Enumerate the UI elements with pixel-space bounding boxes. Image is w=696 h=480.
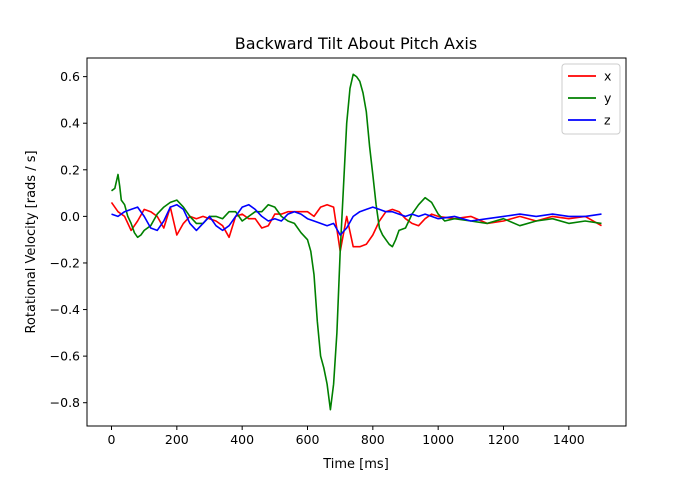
series-line-y (111, 73, 602, 411)
x-axis-label: Time [ms] (322, 457, 389, 472)
x-tick-label: 0 (108, 432, 116, 447)
legend-box (561, 63, 621, 135)
y-tick-label: −0.4 (50, 302, 80, 317)
y-tick-label: −0.6 (50, 349, 80, 364)
x-tick-label: 800 (361, 432, 385, 447)
x-tick-label: 1000 (422, 432, 454, 447)
series-line-x (110, 201, 602, 253)
legend-label-x: x (604, 69, 611, 84)
plot-area-frame (86, 57, 627, 427)
x-tick-label: 400 (230, 432, 254, 447)
y-axis: −0.8 −0.6 −0.4 −0.2 0.0 0.2 0.4 0.6 (50, 69, 87, 410)
series-line-z (111, 203, 602, 236)
y-tick-label: 0.0 (60, 209, 80, 224)
x-tick-label: 1400 (553, 432, 585, 447)
legend-label-y: y (604, 91, 612, 106)
legend: xyz (561, 63, 621, 135)
y-tick-label: 0.2 (60, 162, 80, 177)
y-axis-label: Rotational Velocity [rads / s] (24, 150, 39, 333)
x-tick-label: 200 (165, 432, 189, 447)
x-axis: 0 200 400 600 800 1000 1200 1400 (108, 426, 585, 447)
plot-lines (110, 73, 602, 411)
x-tick-label: 1200 (488, 432, 520, 447)
y-tick-label: 0.4 (60, 116, 80, 131)
y-tick-label: −0.2 (50, 255, 80, 270)
y-tick-label: −0.8 (50, 395, 80, 410)
legend-label-z: z (604, 113, 611, 128)
x-tick-label: 600 (296, 432, 320, 447)
y-tick-label: 0.6 (60, 69, 80, 84)
chart-title: Backward Tilt About Pitch Axis (235, 34, 477, 53)
